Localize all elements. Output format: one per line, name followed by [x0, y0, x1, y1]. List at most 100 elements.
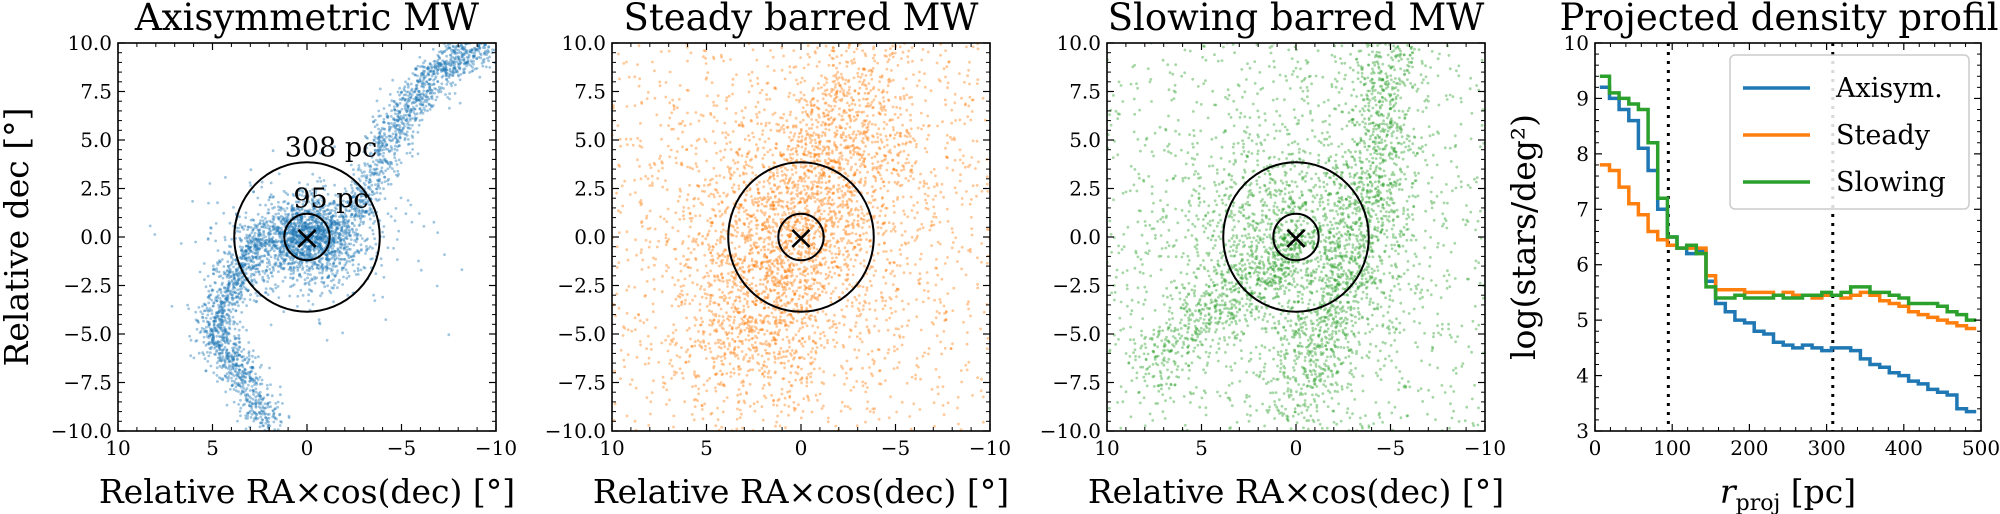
- star-point: [358, 192, 362, 196]
- star-point: [448, 69, 452, 73]
- star-point: [237, 383, 240, 387]
- star-point: [364, 197, 368, 201]
- star-point: [281, 232, 285, 235]
- star-point: [330, 286, 334, 290]
- star-point: [271, 274, 274, 278]
- star-point: [321, 229, 325, 233]
- star-point: [271, 289, 275, 293]
- star-point: [250, 377, 254, 381]
- star-point: [243, 263, 247, 267]
- star-point: [266, 280, 269, 283]
- star-point: [345, 248, 348, 252]
- star-point: [422, 89, 426, 93]
- star-point: [472, 55, 476, 58]
- star-point: [212, 325, 216, 329]
- star-point: [703, 253, 707, 257]
- star-point: [278, 424, 282, 427]
- star-point: [252, 190, 256, 194]
- star-point: [231, 346, 234, 350]
- star-point: [834, 125, 838, 129]
- star-point: [254, 381, 258, 385]
- star-point: [313, 240, 317, 244]
- star-point: [248, 266, 251, 270]
- star-point: [350, 203, 353, 207]
- star-point: [446, 62, 449, 65]
- scatter-cloud: [148, 43, 496, 431]
- star-point: [252, 219, 256, 222]
- star-point: [774, 235, 777, 238]
- star-point: [254, 300, 258, 304]
- star-point: [363, 211, 367, 215]
- star-point: [459, 60, 462, 64]
- star-point: [755, 112, 758, 116]
- star-point: [257, 405, 261, 409]
- star-point: [248, 181, 252, 185]
- star-point: [872, 98, 876, 102]
- star-point: [248, 389, 252, 392]
- star-point: [460, 58, 464, 62]
- star-point: [208, 307, 212, 310]
- star-point: [388, 150, 391, 154]
- star-point: [256, 196, 260, 200]
- star-point: [308, 225, 311, 229]
- star-point: [269, 383, 272, 386]
- star-point: [239, 284, 243, 288]
- star-point: [300, 236, 303, 239]
- star-point: [437, 90, 441, 94]
- star-point: [459, 61, 463, 65]
- star-point: [268, 260, 271, 264]
- star-point: [220, 258, 224, 261]
- star-point: [313, 242, 317, 246]
- star-point: [385, 159, 389, 163]
- star-point: [425, 98, 429, 102]
- star-point: [876, 251, 880, 255]
- star-point: [406, 82, 409, 86]
- star-point: [451, 81, 455, 85]
- star-point: [426, 66, 430, 70]
- star-point: [453, 67, 457, 71]
- star-point: [258, 257, 262, 261]
- star-point: [250, 402, 254, 405]
- star-point: [322, 280, 326, 284]
- star-point: [216, 314, 220, 318]
- star-point: [245, 361, 249, 365]
- star-point: [330, 256, 334, 260]
- star-point: [371, 172, 375, 176]
- star-point: [423, 108, 427, 112]
- x-tick-label: 0: [301, 436, 314, 460]
- panel-title: Axisymmetric MW: [134, 0, 479, 39]
- star-point: [240, 226, 244, 229]
- star-point: [238, 320, 242, 324]
- star-point: [760, 228, 764, 232]
- star-point: [696, 268, 699, 272]
- star-point: [308, 208, 312, 212]
- star-point: [239, 398, 242, 402]
- star-point: [255, 244, 258, 248]
- star-point: [333, 231, 337, 235]
- star-point: [313, 277, 317, 281]
- star-point: [258, 272, 261, 276]
- star-point: [202, 319, 205, 323]
- star-point: [291, 208, 295, 212]
- star-point: [210, 329, 214, 333]
- star-point: [314, 231, 318, 235]
- star-point: [383, 133, 387, 137]
- star-point: [261, 259, 265, 263]
- star-point: [189, 338, 193, 342]
- star-point: [279, 208, 283, 212]
- star-point: [240, 252, 244, 256]
- star-point: [248, 380, 252, 383]
- star-point: [397, 115, 400, 119]
- star-point: [204, 303, 208, 307]
- star-point: [390, 139, 394, 143]
- star-point: [274, 402, 278, 405]
- star-point: [674, 297, 678, 301]
- star-point: [227, 320, 231, 324]
- star-point: [824, 108, 828, 112]
- star-point: [751, 368, 755, 372]
- star-point: [373, 125, 377, 129]
- star-point: [902, 149, 906, 153]
- star-point: [318, 322, 322, 326]
- star-point: [229, 254, 233, 258]
- star-point: [479, 53, 483, 57]
